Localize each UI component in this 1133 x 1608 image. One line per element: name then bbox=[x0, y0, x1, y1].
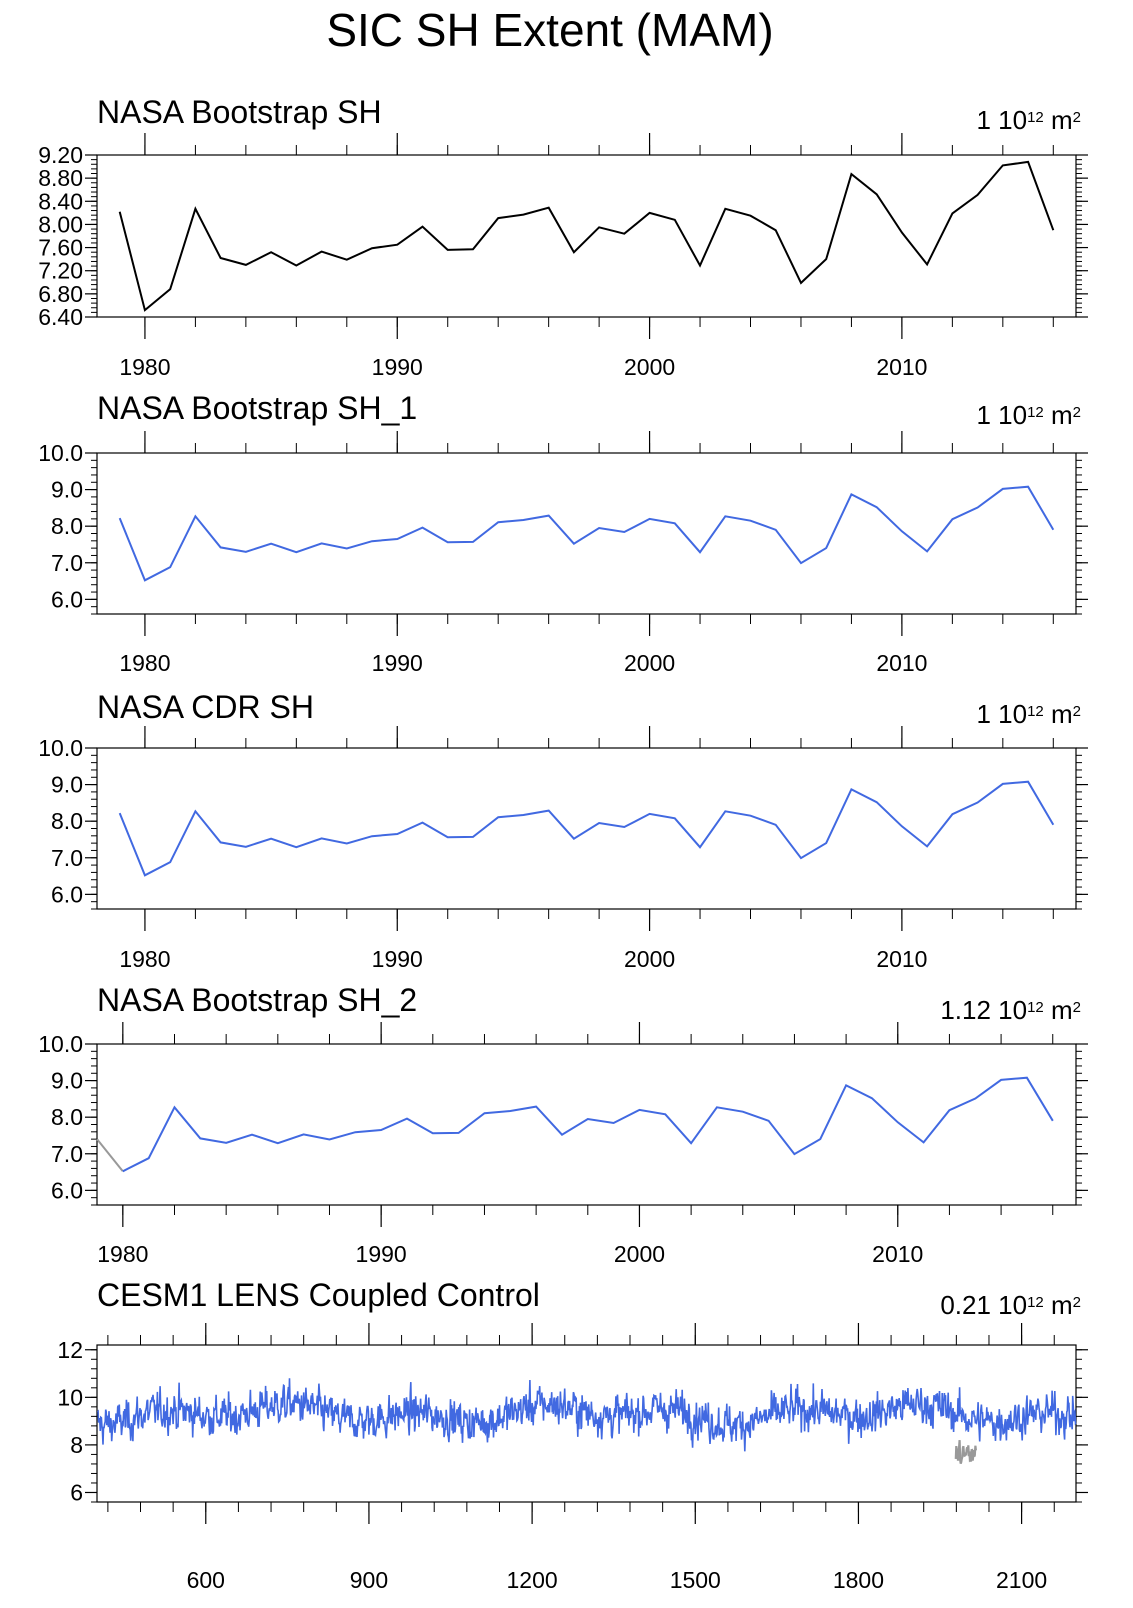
units-suffix: m bbox=[1043, 699, 1073, 729]
units-prefix: 1 10 bbox=[976, 400, 1028, 430]
panel-title: NASA Bootstrap SH_1 bbox=[97, 390, 418, 426]
units-exp: 12 bbox=[1027, 703, 1044, 720]
units-exp2: 2 bbox=[1072, 999, 1081, 1016]
y-tick-label: 12 bbox=[57, 1337, 83, 1363]
units-label: 1.12 1012 m2 bbox=[940, 995, 1081, 1025]
y-tick-label: 8.0 bbox=[51, 1104, 83, 1130]
x-tick-label: 600 bbox=[187, 1567, 225, 1593]
y-tick-label: 7.0 bbox=[51, 550, 83, 576]
units-exp2: 2 bbox=[1072, 703, 1081, 720]
x-tick-label: 1980 bbox=[119, 354, 170, 380]
y-tick-label: 6.0 bbox=[51, 1177, 83, 1203]
x-tick-label: 2000 bbox=[624, 354, 675, 380]
y-tick-label: 9.0 bbox=[51, 1068, 83, 1094]
series-line bbox=[122, 1076, 1054, 1173]
units-label: 0.21 1012 m2 bbox=[940, 1290, 1081, 1320]
units-exp: 12 bbox=[1027, 999, 1044, 1016]
panel-title: NASA CDR SH bbox=[97, 689, 314, 725]
x-tick-label: 1980 bbox=[119, 650, 170, 676]
y-tick-label: 8.00 bbox=[38, 211, 83, 237]
x-tick-label: 2000 bbox=[614, 1241, 665, 1267]
x-tick-label: 2100 bbox=[996, 1567, 1047, 1593]
x-tick-label: 1990 bbox=[372, 946, 423, 972]
panel-title: NASA Bootstrap SH_2 bbox=[97, 982, 418, 1018]
y-tick-label: 6.40 bbox=[38, 304, 83, 330]
x-tick-label: 900 bbox=[350, 1567, 388, 1593]
units-prefix: 1 10 bbox=[976, 699, 1028, 729]
plot-frame bbox=[96, 1344, 1077, 1503]
plot-frame bbox=[96, 1043, 1077, 1206]
units-label: 1 1012 m2 bbox=[976, 105, 1081, 135]
units-exp: 12 bbox=[1027, 109, 1044, 126]
overlay-line bbox=[954, 1440, 977, 1464]
units-exp2: 2 bbox=[1072, 1294, 1081, 1311]
units-label: 1 1012 m2 bbox=[976, 699, 1081, 729]
y-tick-label: 7.60 bbox=[38, 235, 83, 261]
units-suffix: m bbox=[1043, 1290, 1073, 1320]
panel-title: NASA Bootstrap SH bbox=[97, 94, 382, 130]
y-tick-label: 6.0 bbox=[51, 586, 83, 612]
x-tick-label: 2010 bbox=[876, 650, 927, 676]
y-tick-label: 8 bbox=[70, 1432, 83, 1458]
panel-title: CESM1 LENS Coupled Control bbox=[97, 1277, 540, 1313]
y-tick-label: 8.40 bbox=[38, 188, 83, 214]
plot-frame bbox=[96, 154, 1077, 318]
y-tick-label: 8.0 bbox=[51, 513, 83, 539]
units-exp2: 2 bbox=[1072, 109, 1081, 126]
units-exp: 12 bbox=[1027, 1294, 1044, 1311]
series-line bbox=[118, 160, 1055, 312]
y-tick-label: 7.0 bbox=[51, 1141, 83, 1167]
x-tick-label: 2000 bbox=[624, 946, 675, 972]
units-prefix: 1.12 10 bbox=[940, 995, 1028, 1025]
units-exp2: 2 bbox=[1072, 404, 1081, 421]
units-prefix: 0.21 10 bbox=[940, 1290, 1028, 1320]
units-suffix: m bbox=[1043, 400, 1073, 430]
units-suffix: m bbox=[1043, 105, 1073, 135]
y-tick-label: 10.0 bbox=[38, 1031, 83, 1057]
y-tick-label: 9.0 bbox=[51, 477, 83, 503]
y-tick-label: 10.0 bbox=[38, 735, 83, 761]
y-tick-label: 6 bbox=[70, 1479, 83, 1505]
plot-frame bbox=[96, 747, 1077, 910]
plot-frame bbox=[96, 452, 1077, 615]
x-tick-label: 1200 bbox=[507, 1567, 558, 1593]
units-label: 1 1012 m2 bbox=[976, 400, 1081, 430]
y-tick-label: 9.20 bbox=[38, 142, 83, 168]
y-tick-label: 9.0 bbox=[51, 772, 83, 798]
units-exp: 12 bbox=[1027, 404, 1044, 421]
series-line bbox=[96, 1378, 1077, 1452]
x-tick-label: 2000 bbox=[624, 650, 675, 676]
y-tick-label: 7.0 bbox=[51, 845, 83, 871]
y-tick-label: 6.80 bbox=[38, 281, 83, 307]
y-tick-label: 10.0 bbox=[38, 440, 83, 466]
x-tick-label: 2010 bbox=[872, 1241, 923, 1267]
x-tick-label: 1980 bbox=[119, 946, 170, 972]
series-line bbox=[96, 1138, 124, 1172]
x-tick-label: 1990 bbox=[356, 1241, 407, 1267]
y-tick-label: 10 bbox=[57, 1384, 83, 1410]
y-tick-label: 6.0 bbox=[51, 881, 83, 907]
x-tick-label: 1800 bbox=[833, 1567, 884, 1593]
y-tick-label: 8.80 bbox=[38, 165, 83, 191]
units-suffix: m bbox=[1043, 995, 1073, 1025]
x-tick-label: 1990 bbox=[372, 354, 423, 380]
x-tick-label: 2010 bbox=[876, 946, 927, 972]
y-tick-label: 8.0 bbox=[51, 808, 83, 834]
main-title: SIC SH Extent (MAM) bbox=[326, 4, 774, 56]
units-prefix: 1 10 bbox=[976, 105, 1028, 135]
series-line bbox=[118, 485, 1055, 582]
series-line bbox=[118, 780, 1055, 877]
x-tick-label: 1990 bbox=[372, 650, 423, 676]
x-tick-label: 1980 bbox=[97, 1241, 148, 1267]
y-tick-label: 7.20 bbox=[38, 258, 83, 284]
x-tick-label: 2010 bbox=[876, 354, 927, 380]
x-tick-label: 1500 bbox=[670, 1567, 721, 1593]
